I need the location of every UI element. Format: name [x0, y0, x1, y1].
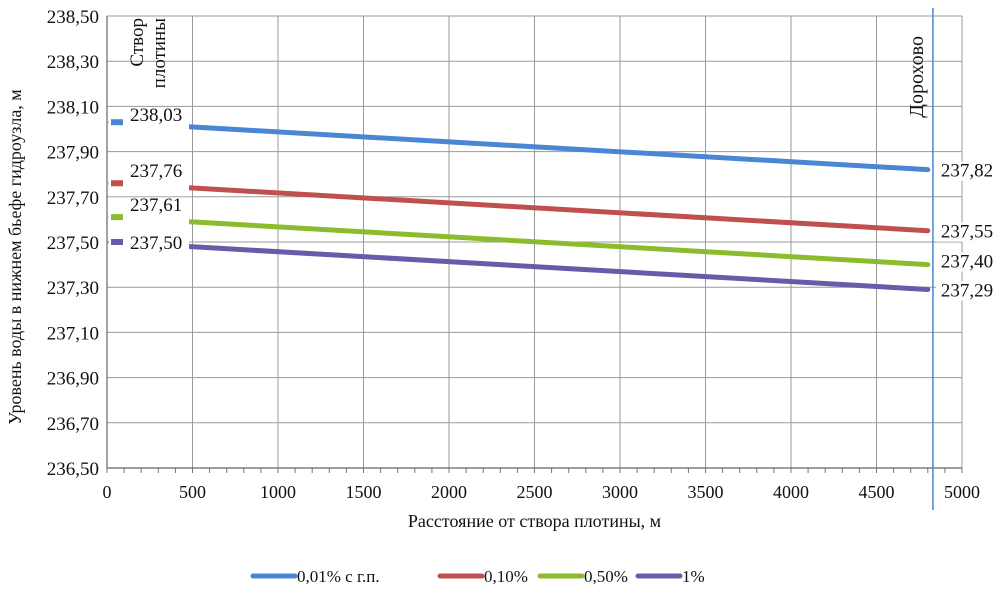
data-label-start: 237,50	[130, 233, 182, 254]
data-label-bg	[109, 233, 189, 255]
y-tick-label: 237,90	[47, 143, 99, 164]
y-tick-label: 236,70	[47, 414, 99, 435]
y-axis-label: Уровень воды в нижнем бьефе гидроузла, м	[5, 89, 25, 424]
series-start-marker-1	[111, 180, 123, 187]
x-tick-label: 3000	[602, 482, 638, 502]
data-label-bg	[109, 174, 189, 197]
data-label-bg	[109, 208, 189, 231]
y-tick-label: 236,50	[47, 459, 99, 480]
data-label-end: 237,29	[941, 280, 993, 301]
data-label-bg	[935, 222, 1005, 242]
x-tick-label: 2000	[431, 482, 467, 502]
x-tick-label: 5000	[944, 482, 980, 502]
series-start-marker-2	[111, 214, 123, 221]
y-tick-label: 238,50	[47, 7, 99, 28]
y-tick-label: 237,30	[47, 278, 99, 299]
legend-label-2: 0,50%	[584, 567, 628, 586]
x-tick-label: 4000	[773, 482, 809, 502]
x-tick-label: 3500	[688, 482, 724, 502]
x-tick-label: 2500	[517, 482, 553, 502]
y-tick-label: 236,90	[47, 369, 99, 390]
annotation-dorokhovo: Дорохово	[906, 36, 928, 118]
series-start-marker-0	[111, 119, 123, 126]
series-line-3	[108, 239, 931, 292]
x-tick-label: 0	[103, 482, 112, 502]
series-line-0	[108, 119, 931, 173]
legend-label-1: 0,10%	[484, 567, 528, 586]
y-tick-label: 237,50	[47, 233, 99, 254]
series-line-2	[108, 214, 931, 268]
x-tick-label: 500	[179, 482, 206, 502]
data-label-bg	[109, 113, 189, 136]
data-label-bg	[935, 252, 1005, 272]
data-label-start: 237,61	[130, 195, 182, 216]
y-tick-label: 237,70	[47, 188, 99, 209]
series-line-1	[108, 180, 931, 234]
y-tick-label: 238,30	[47, 52, 99, 73]
data-label-end: 237,40	[941, 252, 993, 273]
data-label-bg	[935, 281, 1005, 301]
data-label-end: 237,55	[941, 222, 993, 243]
y-tick-label: 237,10	[47, 323, 99, 344]
data-label-bg	[935, 161, 1005, 181]
x-tick-label: 4500	[859, 482, 895, 502]
x-tick-label: 1500	[346, 482, 382, 502]
annotation-dam-line2: плотины	[149, 18, 170, 89]
y-tick-label: 238,10	[47, 97, 99, 118]
x-axis-label: Расстояние от створа плотины, м	[408, 511, 661, 531]
x-tick-label: 1000	[260, 482, 296, 502]
data-label-start: 238,03	[130, 105, 182, 126]
legend-label-3: 1%	[682, 567, 705, 586]
annotation-dam-line1: Створ	[127, 18, 148, 67]
legend-label-0: 0,01% с г.п.	[297, 567, 380, 586]
series-start-marker-3	[111, 239, 123, 245]
data-label-end: 237,82	[941, 161, 993, 182]
data-label-start: 237,76	[130, 161, 182, 182]
